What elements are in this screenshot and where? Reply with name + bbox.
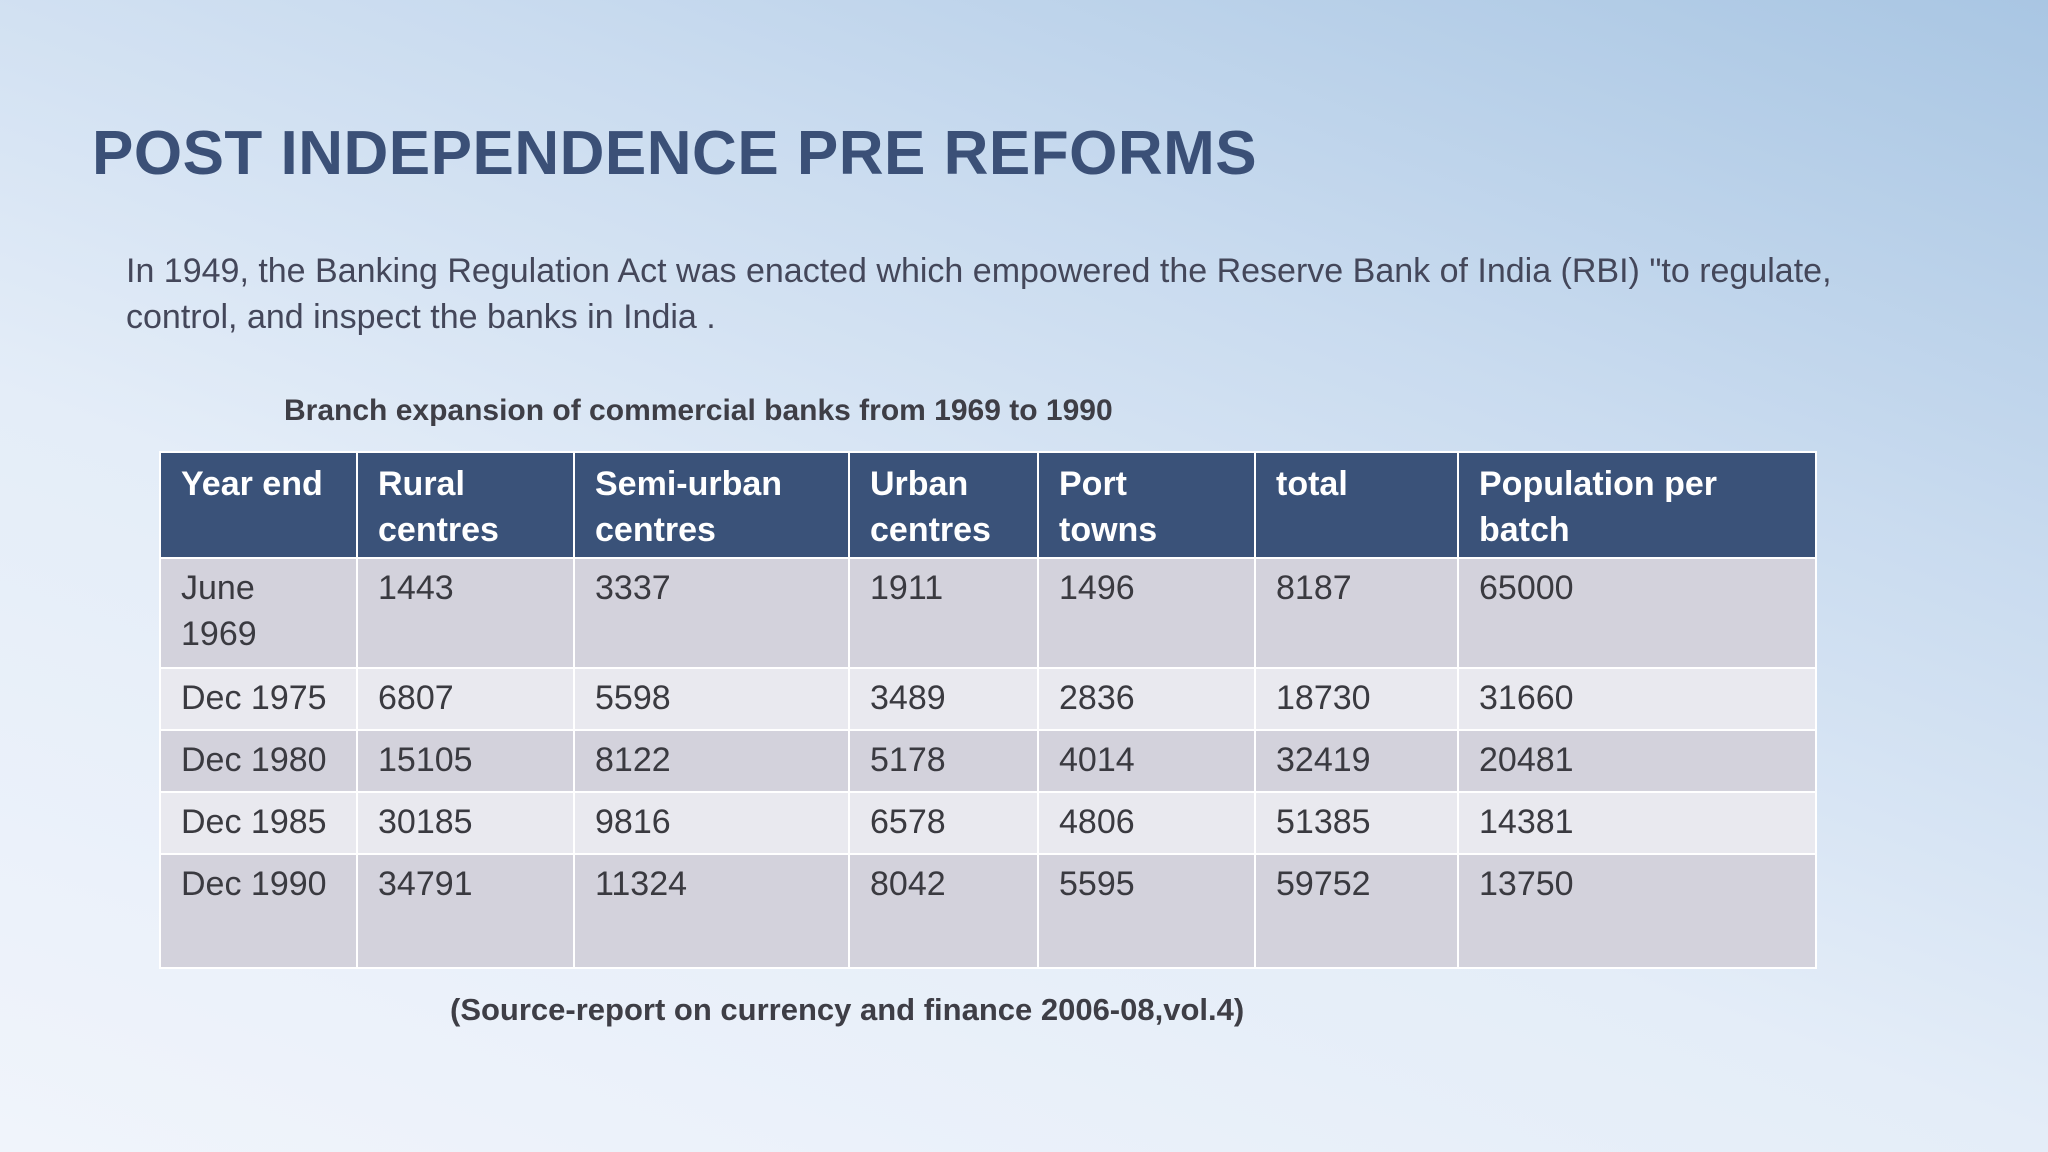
header-rural-centres: Rural centres	[356, 451, 575, 559]
cell-population-per-batch: 20481	[1457, 729, 1817, 793]
cell-semi-urban-centres: 9816	[573, 791, 850, 855]
table-row: Dec 1975 6807 5598 3489 2836 18730 31660	[159, 667, 1817, 731]
header-year-end: Year end	[159, 451, 358, 559]
table-row: Dec 1990 34791 11324 8042 5595 59752 137…	[159, 853, 1817, 969]
cell-urban-centres: 8042	[848, 853, 1039, 969]
header-semi-urban-centres: Semi-urban centres	[573, 451, 850, 559]
cell-population-per-batch: 13750	[1457, 853, 1817, 969]
cell-rural-centres: 1443	[356, 557, 575, 669]
cell-year-end: June 1969	[159, 557, 358, 669]
cell-port-towns: 2836	[1037, 667, 1256, 731]
cell-semi-urban-centres: 3337	[573, 557, 850, 669]
cell-population-per-batch: 14381	[1457, 791, 1817, 855]
cell-total: 32419	[1254, 729, 1459, 793]
cell-urban-centres: 1911	[848, 557, 1039, 669]
cell-year-end: Dec 1980	[159, 729, 358, 793]
cell-rural-centres: 30185	[356, 791, 575, 855]
cell-year-end: Dec 1975	[159, 667, 358, 731]
table-row: Dec 1980 15105 8122 5178 4014 32419 2048…	[159, 729, 1817, 793]
header-port-towns: Port towns	[1037, 451, 1256, 559]
cell-population-per-batch: 31660	[1457, 667, 1817, 731]
cell-port-towns: 1496	[1037, 557, 1256, 669]
cell-port-towns: 4014	[1037, 729, 1256, 793]
cell-semi-urban-centres: 11324	[573, 853, 850, 969]
intro-paragraph: In 1949, the Banking Regulation Act was …	[126, 252, 1832, 336]
table-header: Year end Rural centres Semi-urban centre…	[159, 451, 1817, 559]
table-row: Dec 1985 30185 9816 6578 4806 51385 1438…	[159, 791, 1817, 855]
cell-semi-urban-centres: 8122	[573, 729, 850, 793]
source-citation: (Source-report on currency and finance 2…	[450, 992, 1245, 1027]
cell-port-towns: 5595	[1037, 853, 1256, 969]
table-body: June 1969 1443 3337 1911 1496 8187 65000…	[159, 557, 1817, 969]
cell-rural-centres: 6807	[356, 667, 575, 731]
cell-total: 8187	[1254, 557, 1459, 669]
branch-expansion-table: Year end Rural centres Semi-urban centre…	[159, 451, 1817, 969]
cell-semi-urban-centres: 5598	[573, 667, 850, 731]
cell-urban-centres: 3489	[848, 667, 1039, 731]
cell-total: 18730	[1254, 667, 1459, 731]
header-population-per-batch: Population per batch	[1457, 451, 1817, 559]
cell-population-per-batch: 65000	[1457, 557, 1817, 669]
header-urban-centres: Urban centres	[848, 451, 1039, 559]
cell-urban-centres: 6578	[848, 791, 1039, 855]
cell-port-towns: 4806	[1037, 791, 1256, 855]
table-row: June 1969 1443 3337 1911 1496 8187 65000	[159, 557, 1817, 669]
cell-year-end: Dec 1990	[159, 853, 358, 969]
cell-rural-centres: 15105	[356, 729, 575, 793]
header-total: total	[1254, 451, 1459, 559]
cell-total: 59752	[1254, 853, 1459, 969]
cell-urban-centres: 5178	[848, 729, 1039, 793]
cell-year-end: Dec 1985	[159, 791, 358, 855]
slide-title: POST INDEPENDENCE PRE REFORMS	[92, 119, 1258, 188]
cell-total: 51385	[1254, 791, 1459, 855]
cell-rural-centres: 34791	[356, 853, 575, 969]
header-row: Year end Rural centres Semi-urban centre…	[159, 451, 1817, 559]
table-caption: Branch expansion of commercial banks fro…	[284, 394, 1113, 427]
